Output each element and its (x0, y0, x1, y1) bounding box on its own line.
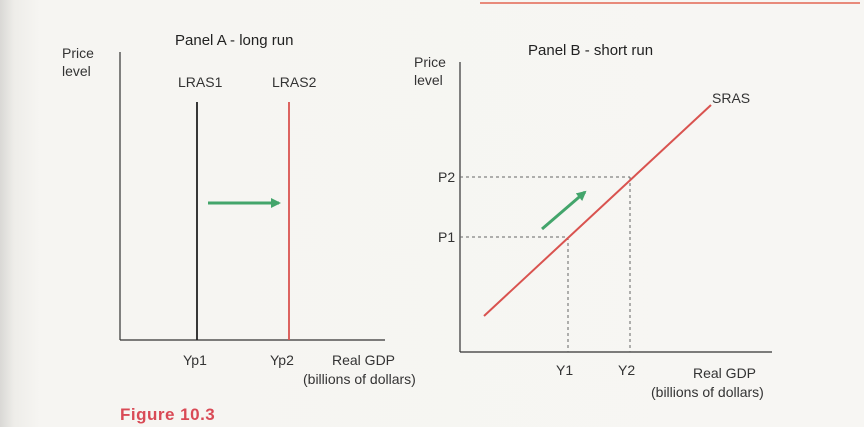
panel-a-xlabel-line2: (billions of dollars) (303, 371, 416, 387)
panel-a: Panel A - long run Price level LRAS1 LRA… (62, 32, 416, 387)
panel-a-ylabel-line2: level (62, 63, 91, 79)
panel-b: Panel B - short run Price level SRAS P2 … (414, 42, 772, 400)
lras2-label: LRAS2 (272, 74, 317, 90)
figure-caption: Figure 10.3 (120, 405, 216, 424)
tick-p2: P2 (438, 169, 455, 185)
panel-b-shift-arrow (541, 190, 587, 231)
panel-b-xlabel-line2: (billions of dollars) (651, 384, 764, 400)
panel-b-title: Panel B - short run (528, 42, 653, 59)
sras-label: SRAS (712, 90, 750, 106)
panel-a-title: Panel A - long run (175, 32, 293, 49)
tick-y1: Y1 (556, 362, 573, 378)
panel-b-xlabel-line1: Real GDP (693, 365, 756, 381)
panel-b-ylabel-line2: level (414, 72, 443, 88)
panel-a-xlabel-line1: Real GDP (332, 352, 395, 368)
tick-y2: Y2 (618, 362, 635, 378)
panel-a-ylabel-line1: Price (62, 45, 94, 61)
header-rule (480, 2, 860, 4)
panel-b-ylabel-line1: Price (414, 54, 446, 70)
tick-yp2: Yp2 (270, 352, 294, 368)
tick-yp1: Yp1 (183, 352, 207, 368)
sras-line (483, 104, 712, 317)
tick-p1: P1 (438, 229, 455, 245)
lras1-label: LRAS1 (178, 74, 223, 90)
